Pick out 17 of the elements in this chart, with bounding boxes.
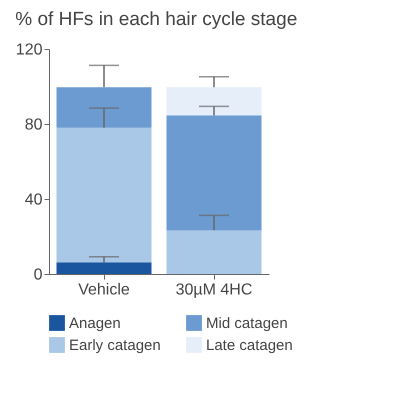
x-tick-label: Vehicle: [78, 282, 130, 298]
bar: [56, 87, 152, 128]
legend-label: Mid catagen: [206, 315, 288, 332]
bar: [56, 128, 152, 262]
bar: [166, 115, 262, 230]
y-tick-label: 120: [16, 42, 43, 58]
legend-label: Late catagen: [206, 337, 293, 354]
x-tick-label: 30µM 4HC: [176, 282, 252, 298]
bar: [56, 262, 152, 274]
y-tick-label: 40: [24, 192, 43, 208]
bar: [166, 230, 262, 274]
legend-label: Anagen: [69, 315, 121, 332]
legend-label: Early catagen: [69, 337, 161, 354]
y-tick-label: 0: [34, 266, 43, 284]
chart-title: % of HFs in each hair cycle stage: [15, 9, 298, 30]
y-tick-label: 80: [24, 116, 43, 134]
bar: [166, 87, 262, 116]
